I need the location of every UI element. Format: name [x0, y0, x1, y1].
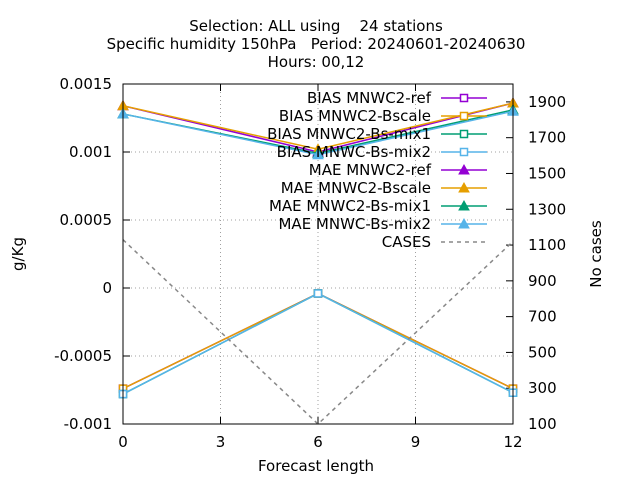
y2-tick-label: 1900	[528, 93, 566, 111]
y-tick-label: 0.0005	[60, 211, 113, 229]
y-tick-label: 0.0015	[60, 75, 113, 93]
title-line: Hours: 00,12	[268, 53, 365, 71]
y2-tick-label: 1700	[528, 129, 566, 147]
x-tick-label: 3	[216, 433, 226, 451]
series-line	[122, 292, 514, 390]
y-tick-label: 0.001	[69, 143, 112, 161]
series-lines	[117, 97, 519, 426]
title-line: Specific humidity 150hPa Period: 2024060…	[107, 35, 526, 53]
y-axis-label: g/Kg	[9, 237, 27, 271]
y2-axis-ticks: 100 300 500 700 900 1100 1300 1500 1700 1900	[506, 93, 566, 433]
legend-label: MAE MNWC2-Bscale	[281, 179, 431, 197]
legend-marker	[459, 93, 469, 103]
data-point	[312, 148, 324, 160]
x-axis-ticks: 0 3 6 9 12	[118, 84, 523, 451]
y-tick-label: 0	[102, 279, 112, 297]
x-tick-label: 9	[411, 433, 421, 451]
y2-tick-label: 700	[528, 308, 557, 326]
legend-label: MAE MNWC-Bs-mix2	[278, 215, 431, 233]
legend-label: BIAS MNWC2-Bscale	[279, 107, 431, 125]
legend-label: BIAS MNWC-Bs-mix2	[277, 143, 431, 161]
series-line	[122, 292, 514, 390]
legend-marker	[459, 129, 469, 139]
data-point	[313, 289, 323, 298]
legend-label: CASES	[382, 233, 431, 251]
y2-tick-label: 1500	[528, 164, 566, 182]
legend-label: MAE MNWC2-ref	[309, 161, 432, 179]
chart-title: Selection: ALL using 24 stationsSpecific…	[107, 17, 526, 71]
legend-marker	[459, 111, 469, 121]
x-tick-label: 12	[503, 433, 522, 451]
y2-tick-label: 500	[528, 343, 557, 361]
title-line: Selection: ALL using 24 stations	[189, 17, 443, 35]
y2-tick-label: 100	[528, 415, 557, 433]
series-line	[122, 239, 514, 426]
x-tick-label: 6	[313, 433, 323, 451]
legend-marker	[458, 181, 470, 193]
y2-tick-label: 300	[528, 379, 557, 397]
legend-marker	[459, 147, 469, 157]
legend-marker	[458, 217, 470, 229]
legend-label: MAE MNWC2-Bs-mix1	[269, 197, 431, 215]
y-axis-ticks: -0.001 -0.0005 0 0.0005 0.001 0.0015	[54, 75, 130, 433]
legend-marker	[458, 163, 470, 175]
plot-frame	[122, 83, 514, 425]
legend-label: BIAS MNWC2-Bs-mix1	[267, 125, 431, 143]
legend-label: BIAS MNWC2-ref	[307, 89, 432, 107]
y-tick-label: -0.001	[64, 415, 112, 433]
x-axis-label: Forecast length	[258, 457, 374, 475]
y2-tick-label: 900	[528, 272, 557, 290]
y2-tick-label: 1100	[528, 236, 566, 254]
y2-tick-label: 1300	[528, 200, 566, 218]
legend-marker	[458, 199, 470, 211]
y-tick-label: -0.0005	[54, 347, 112, 365]
x-tick-label: 0	[118, 433, 128, 451]
y2-axis-label: No cases	[587, 220, 605, 288]
